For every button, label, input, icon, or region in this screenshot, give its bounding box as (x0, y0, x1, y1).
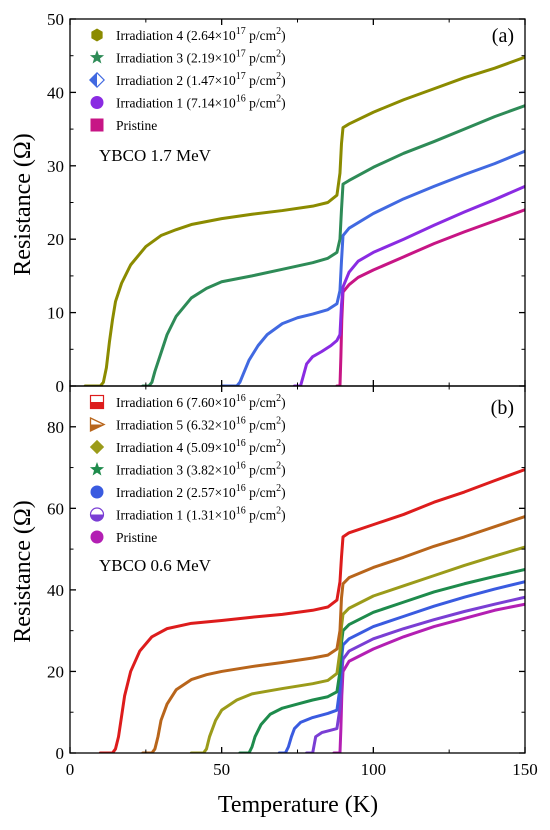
y-axis-title: Resistance (Ω) (10, 500, 36, 642)
series-line-irradiation-2 (220, 149, 525, 386)
y-tick-label: 20 (47, 662, 64, 681)
series-group (83, 55, 525, 386)
series-line-pristine (332, 602, 525, 753)
series-line-pristine (335, 208, 525, 386)
legend-label: Irradiation 3 (3.82×1016 p/cm2) (116, 461, 286, 478)
series-line-irradiation-1 (292, 184, 525, 386)
y-tick-label: 0 (56, 377, 65, 396)
series-line-irradiation-5 (141, 514, 525, 753)
series-line-irradiation-4 (189, 545, 525, 753)
legend-label: Irradiation 5 (6.32×1016 p/cm2) (116, 416, 286, 433)
panel-b: 0 20 40 60 80 0 50 100 150 Resistance (Ω) (b) YBCO … (10, 385, 538, 779)
panel-a: 0 10 20 30 40 50 Resistance (Ω) (a) YBCO 1.7 MeV… (10, 10, 526, 396)
legend-marker-diamond-icon (89, 439, 105, 455)
x-tick-label: 150 (512, 760, 538, 779)
legend-marker-circle-icon (90, 96, 104, 109)
y-tick-label: 30 (47, 157, 64, 176)
legend-marker-square-half-icon (89, 394, 105, 410)
legend-label: Irradiation 4 (2.64×1017 p/cm2) (116, 26, 286, 43)
legend-label: Irradiation 2 (2.57×1016 p/cm2) (116, 483, 286, 500)
legend-label: Irradiation 6 (7.60×1016 p/cm2) (116, 393, 286, 410)
legend-label: Irradiation 3 (2.19×1017 p/cm2) (116, 49, 286, 66)
legend-marker-hexagon-icon (91, 28, 103, 42)
legend-marker-circle-icon (90, 530, 104, 544)
legend-label: Irradiation 2 (1.47×1017 p/cm2) (116, 71, 286, 88)
legend: Irradiation 6 (7.60×1016 p/cm2) Irradiati… (89, 393, 286, 545)
legend-marker-square-icon (90, 118, 104, 132)
series-line-irradiation-2 (277, 580, 525, 753)
y-axis-title: Resistance (Ω) (10, 133, 36, 275)
legend-marker-triangle-right-icon (89, 416, 106, 433)
legend-label: Irradiation 4 (5.09×1016 p/cm2) (116, 438, 286, 455)
y-tick-label: 50 (47, 10, 64, 29)
series-line-irradiation-3 (238, 568, 525, 753)
y-tick-label: 0 (56, 744, 65, 763)
legend-label: Pristine (116, 118, 157, 133)
panel-tag: (a) (492, 25, 514, 47)
legend: Irradiation 4 (2.64×1017 p/cm2) Irradiati… (89, 26, 286, 133)
legend-marker-star-icon (89, 50, 105, 64)
panel-tag: (b) (491, 397, 514, 419)
series-line-irradiation-3 (141, 104, 525, 386)
y-tick-label: 40 (47, 581, 64, 600)
series-line-irradiation-4 (83, 55, 525, 386)
x-tick-label: 100 (361, 760, 387, 779)
legend-marker-star-icon (89, 462, 105, 476)
x-axis-title: Temperature (K) (218, 792, 378, 818)
y-tick-label: 20 (47, 230, 64, 249)
y-tick-label: 80 (47, 418, 64, 437)
series-line-irradiation-6 (98, 468, 525, 753)
legend-marker-circle-icon (90, 485, 104, 499)
y-tick-label: 40 (47, 83, 64, 102)
y-tick-label: 60 (47, 499, 64, 518)
x-tick-label: 50 (213, 760, 230, 779)
x-tick-label: 0 (66, 760, 75, 779)
sample-label: YBCO 0.6 MeV (99, 556, 212, 575)
legend-label: Irradiation 1 (7.14×1016 p/cm2) (116, 94, 286, 111)
sample-label: YBCO 1.7 MeV (99, 146, 212, 165)
legend-marker-circle-half-icon (89, 507, 105, 522)
y-tick-label: 10 (47, 304, 64, 323)
legend-label: Irradiation 1 (1.31×1016 p/cm2) (116, 506, 286, 523)
legend-marker-diamond-half-icon (89, 72, 105, 88)
series-group (98, 468, 525, 753)
legend-label: Pristine (116, 530, 157, 545)
